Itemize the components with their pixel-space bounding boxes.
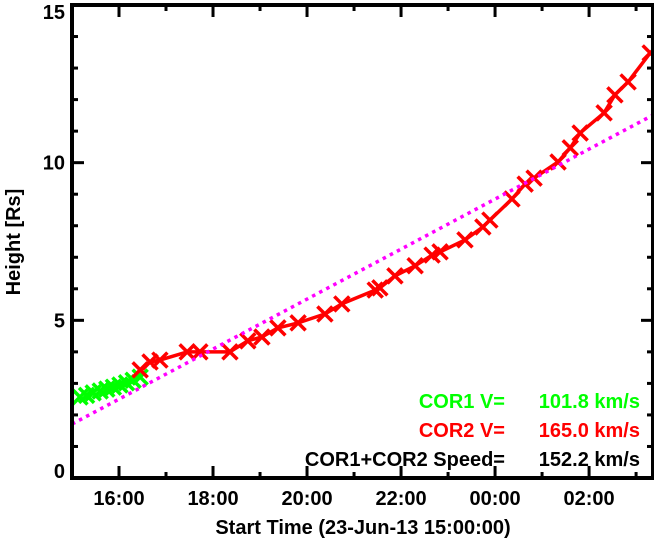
combined-speed-value: 152.2 km/s [539,449,640,471]
cor2-point [595,104,613,122]
cor2-point [431,243,449,261]
cor2-point [606,86,624,104]
cor2-point [619,73,637,91]
x-tick-label: 00:00 [469,488,520,510]
cor2-point [503,190,521,208]
y-tick-label: 0 [54,461,65,483]
cor2-point [289,314,307,332]
axes-layer: 16:00 18:00 20:00 22:00 00:00 02:00 0 5 10 15 [43,2,654,510]
cor1-point [131,368,149,386]
y-tick-label: 10 [43,153,65,175]
cor2-point [571,124,589,142]
cor2-point [316,305,334,323]
y-tick-label: 15 [43,2,65,24]
cor2-point [561,139,580,157]
plot-layer [72,44,653,426]
x-tick-label: 02:00 [563,488,614,510]
x-tick-label: 22:00 [375,488,426,510]
cor2-point [481,211,499,229]
cor2-point [371,279,389,297]
cor1-velocity-label: COR1 V= [419,391,505,413]
combined-speed-label: COR1+COR2 Speed= [305,449,505,471]
cor2-point [178,343,196,361]
cor2-point [253,328,271,346]
cor2-point [456,231,474,249]
x-tick-label: 16:00 [93,488,144,510]
x-tick-label: 18:00 [187,488,238,510]
cor1-cor2-linear-fit-line [72,113,653,426]
cor2-velocity-value: 165.0 km/s [539,420,640,442]
x-tick-label: 20:00 [281,488,332,510]
cor2-point [239,332,257,350]
cor2-point [641,44,653,62]
plot-area [72,44,653,426]
cor2-point [333,295,351,313]
cor2-velocity-label: COR2 V= [419,420,505,442]
cor2-line [139,51,652,372]
y-tick-label: 5 [54,310,65,332]
cor2-point [366,281,384,299]
plot-frame [70,3,654,480]
cor2-point [221,343,239,361]
y-axis-title: Height [Rs] [3,189,25,296]
cor2-point [386,267,404,285]
cor1-velocity-value: 101.8 km/s [539,391,640,413]
cor2-point [269,319,287,337]
cor2-point [151,351,169,369]
x-axis-title: Start Time (23-Jun-13 15:00:00) [215,517,510,539]
cor2-point [191,343,209,361]
cor2-point [406,257,424,275]
